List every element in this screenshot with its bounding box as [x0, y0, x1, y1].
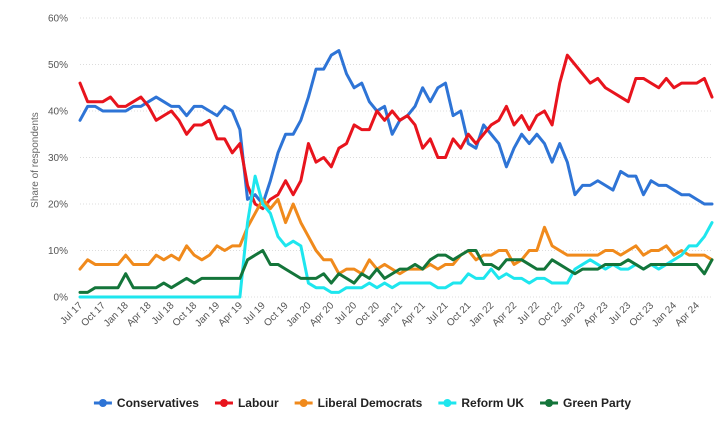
x-tick-label: Jan 19	[193, 300, 222, 329]
legend-marker-dot	[299, 399, 308, 407]
legend-item-green-party[interactable]: Green Party	[540, 396, 631, 410]
legend-item-labour[interactable]: Labour	[214, 396, 279, 410]
legend-label: Labour	[238, 396, 279, 410]
legend-marker-dot	[98, 399, 107, 407]
x-tick-label: Apr 19	[216, 300, 245, 329]
series-line-reform-uk	[78, 174, 714, 299]
series-line-conservatives	[78, 49, 714, 206]
y-tick-label: 50%	[48, 60, 68, 71]
x-tick-label: Apr 21	[399, 300, 428, 329]
series-lines	[78, 49, 714, 299]
legend-label: Liberal Democrats	[318, 396, 423, 410]
legend[interactable]: Conservatives Labour Liberal Democrats Refo…	[93, 396, 631, 410]
x-tick-label: Jan 24	[650, 300, 679, 329]
series-line-labour	[78, 53, 714, 211]
legend-marker-dot	[219, 399, 228, 407]
x-tick-label: Apr 20	[308, 300, 337, 329]
y-tick-label: 60%	[48, 14, 68, 25]
x-tick-label: Jan 18	[102, 300, 131, 329]
legend-marker-dot	[443, 399, 452, 407]
y-tick-label: 40%	[48, 107, 68, 118]
legend-item-reform-uk[interactable]: Reform UK	[438, 396, 524, 410]
legend-item-liberal-democrats[interactable]: Liberal Democrats	[294, 396, 423, 410]
y-axis-label: Share of respondents	[30, 112, 41, 208]
legend-label: Conservatives	[117, 396, 199, 410]
x-tick-label: Jan 22	[467, 300, 496, 329]
series-line-green-party	[78, 249, 714, 294]
x-tick-label: Jan 23	[559, 300, 588, 329]
y-tick-label: 30%	[48, 153, 68, 164]
y-tick-label: 20%	[48, 200, 68, 211]
x-tick-label: Apr 18	[125, 300, 154, 329]
legend-item-conservatives[interactable]: Conservatives	[93, 396, 199, 410]
x-tick-label: Apr 22	[491, 300, 520, 329]
y-tick-label: 10%	[48, 246, 68, 257]
legend-label: Reform UK	[461, 396, 524, 410]
x-tick-label: Jan 21	[376, 300, 405, 329]
legend-label: Green Party	[563, 396, 631, 410]
y-axis-ticks: 0% 10% 20% 30% 40% 50% 60%	[48, 14, 68, 304]
legend-marker-dot	[545, 399, 554, 407]
series-line-liberal-democrats	[78, 197, 714, 276]
x-tick-label: Apr 24	[673, 300, 702, 329]
x-tick-label: Apr 23	[582, 300, 611, 329]
gridlines	[80, 17, 712, 298]
x-tick-label: Jan 20	[285, 300, 314, 329]
y-tick-label: 0%	[54, 293, 69, 304]
